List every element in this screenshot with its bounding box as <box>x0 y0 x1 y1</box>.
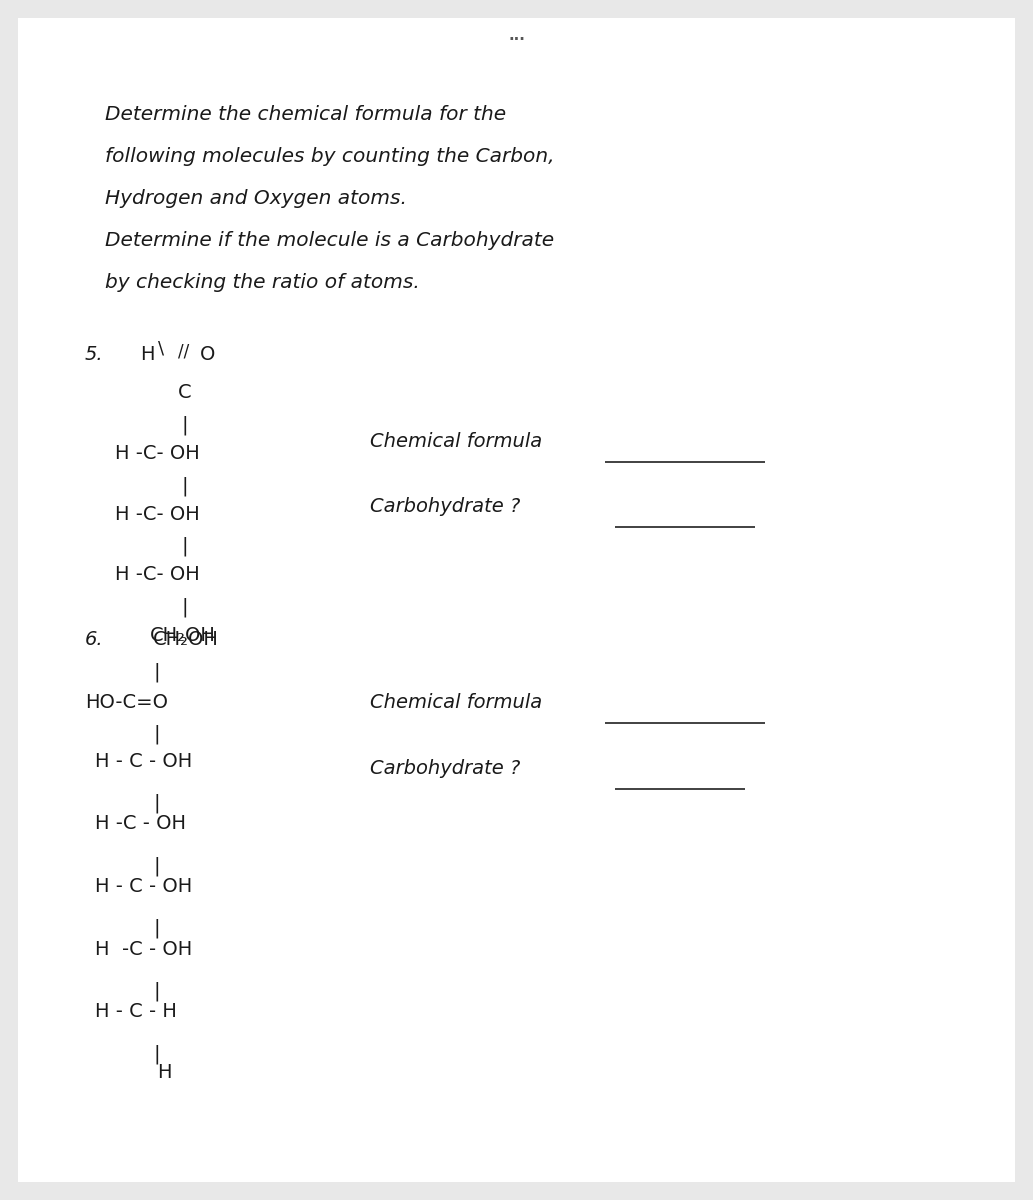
Text: Determine if the molecule is a Carbohydrate: Determine if the molecule is a Carbohydr… <box>105 230 554 250</box>
Text: H: H <box>157 1063 171 1082</box>
Text: H - C - OH: H - C - OH <box>95 877 192 896</box>
Text: |: | <box>182 415 189 434</box>
Text: |: | <box>153 856 160 876</box>
Text: |: | <box>153 919 160 938</box>
Text: H - C - H: H - C - H <box>95 1002 177 1021</box>
Text: |: | <box>182 598 189 617</box>
Text: Carbohydrate ?: Carbohydrate ? <box>370 760 521 778</box>
Text: |: | <box>153 1044 160 1063</box>
Text: 6.: 6. <box>85 630 103 649</box>
Text: H -C - OH: H -C - OH <box>95 815 186 833</box>
Text: |: | <box>182 536 189 557</box>
Text: ...: ... <box>508 28 525 42</box>
Text: |: | <box>182 476 189 496</box>
Text: |: | <box>153 725 160 744</box>
Text: C: C <box>178 383 192 402</box>
Text: O: O <box>200 344 215 364</box>
Text: following molecules by counting the Carbon,: following molecules by counting the Carb… <box>105 146 555 166</box>
Text: Chemical formula: Chemical formula <box>370 432 542 451</box>
FancyBboxPatch shape <box>18 18 1015 1182</box>
Text: H -C- OH: H -C- OH <box>115 565 199 584</box>
Text: Determine the chemical formula for the: Determine the chemical formula for the <box>105 104 506 124</box>
Text: HO-C=O: HO-C=O <box>85 692 168 712</box>
Text: by checking the ratio of atoms.: by checking the ratio of atoms. <box>105 272 419 292</box>
Text: CH₂OH: CH₂OH <box>153 630 219 649</box>
Text: 5.: 5. <box>85 344 103 364</box>
Text: Chemical formula: Chemical formula <box>370 692 542 712</box>
Text: \: \ <box>158 340 164 358</box>
Text: H  -C - OH: H -C - OH <box>95 940 192 959</box>
Text: H - C - OH: H - C - OH <box>95 751 192 770</box>
Text: H -C- OH: H -C- OH <box>115 504 199 523</box>
Text: |: | <box>153 662 160 682</box>
Text: |: | <box>153 982 160 1001</box>
Text: Hydrogen and Oxygen atoms.: Hydrogen and Oxygen atoms. <box>105 188 407 208</box>
Text: H: H <box>140 344 155 364</box>
Text: |: | <box>153 793 160 812</box>
Text: CH₂OH: CH₂OH <box>150 626 216 646</box>
Text: //: // <box>178 342 189 360</box>
Text: H -C- OH: H -C- OH <box>115 444 199 463</box>
Text: Carbohydrate ?: Carbohydrate ? <box>370 497 521 516</box>
